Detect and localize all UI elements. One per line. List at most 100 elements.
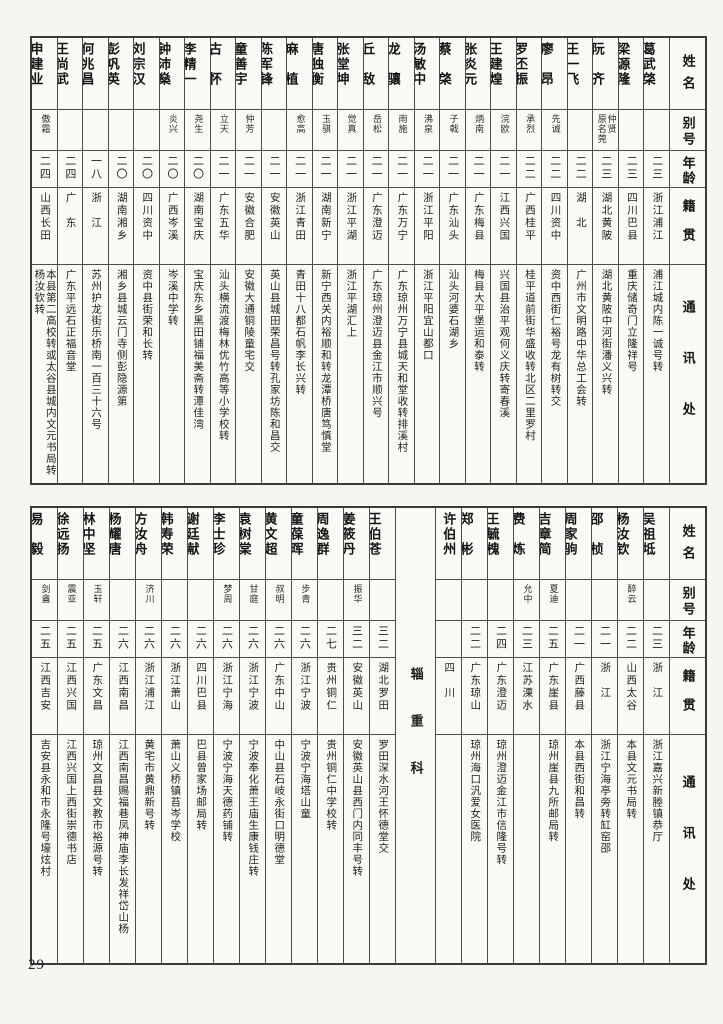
person-age: 二二 xyxy=(468,625,481,651)
person-column: 蔡 棨 子戟 二一 广东汕头 汕头河婆石湖乡 xyxy=(439,38,465,483)
person-name: 唐独衡 xyxy=(312,42,325,87)
person-native: 浙 江 xyxy=(90,192,102,230)
person-name: 丘 敌 xyxy=(363,42,376,87)
person-native: 四川巴县 xyxy=(195,662,207,712)
person-age: 二〇 xyxy=(191,155,204,181)
person-age: 二三 xyxy=(520,625,533,651)
person-alias: 先诚 xyxy=(550,114,561,134)
person-age: 三二 xyxy=(376,625,389,651)
person-native: 江苏溧水 xyxy=(521,662,533,712)
person-age: 二六 xyxy=(298,625,311,651)
person-age: 二〇 xyxy=(165,155,178,181)
person-native: 湖北罗田 xyxy=(377,662,389,712)
header-column: 姓名 别号 年龄 籍贯 通讯处 xyxy=(669,38,705,483)
person-alias: 夏迪 xyxy=(548,584,559,604)
person-column: 谢廷献 二六 四川巴县 巴县曾家场邮局转 xyxy=(187,508,213,963)
person-address: 吉安县永和市永隆号壕炫村 xyxy=(39,739,51,877)
person-column: 周家驹 二一 广西藤县 本县西街和昌转 xyxy=(565,508,591,963)
person-address: 琼州海口汎爱女医院 xyxy=(469,739,481,843)
person-age: 二六 xyxy=(116,625,129,651)
person-column: 杨汝钦 醉云 二二 山西太谷 本县文元书局转 xyxy=(617,508,643,963)
person-column: 申建业 傲霜 二四 山西长田 本县第二高校转或太谷县城内文元书局转 杨汝钦转 xyxy=(32,38,57,483)
person-alias: 炳南 xyxy=(474,114,485,134)
person-address: 贵州铜仁中学校转 xyxy=(325,739,337,831)
person-age: 二一 xyxy=(370,155,383,181)
person-column: 林中坚 玉轩 二五 广东文昌 琼州文昌县文教市裕源号转 xyxy=(83,508,109,963)
person-name: 葛武棨 xyxy=(644,42,656,87)
person-age: 二一 xyxy=(446,155,459,181)
person-name: 杨汝钦 xyxy=(618,512,630,557)
person-native: 广东中山 xyxy=(273,662,285,712)
person-name: 姜筱丹 xyxy=(344,512,356,557)
person-native: 浙 江 xyxy=(599,662,611,700)
person-age: 二四 xyxy=(494,625,507,651)
person-alias: 震亚 xyxy=(66,584,77,604)
person-native: 浙江宁波 xyxy=(299,662,311,712)
person-address: 重庆储奇门立隆祥号 xyxy=(626,269,637,373)
person-alias: 立天 xyxy=(218,114,229,134)
person-name: 费 炼 xyxy=(514,512,526,557)
person-name: 王毓槐 xyxy=(488,512,500,557)
person-name: 郑 彬 xyxy=(462,512,474,557)
header-label-native: 籍贯 xyxy=(680,669,696,727)
person-column: 梁源隆 二三 四川巴县 重庆储奇门立隆祥号 xyxy=(617,38,644,483)
header-label-name: 姓名 xyxy=(680,53,696,98)
person-age: 二五 xyxy=(38,625,51,651)
person-column: 杨耀唐 二六 江西南昌 江西南昌赐福巷凤神庙李长发祥岱山杨 xyxy=(109,508,135,963)
person-name: 吉章简 xyxy=(540,512,552,557)
person-address: 青田十八都石帆李长兴转 xyxy=(294,269,306,396)
person-native: 四 川 xyxy=(443,662,455,700)
person-age: 二四 xyxy=(38,155,51,181)
person-age: 二六 xyxy=(194,625,207,651)
person-alias: 尧生 xyxy=(193,114,204,134)
person-age: 二二 xyxy=(523,155,536,181)
person-name: 彭巩英 xyxy=(108,42,120,87)
person-address: 汕头横流渡梅林优竹高等小学校转 xyxy=(217,269,229,442)
person-address: 广东琼州澄迈县金江市顺兴号 xyxy=(370,269,382,419)
person-address: 安徽英山县西门内同丰号转 xyxy=(351,739,363,877)
person-column: 王建煌 浣欧 二一 江西兴国 兴国县治平观何义庆转寄春溪 xyxy=(490,38,516,483)
person-native: 安徽英山 xyxy=(268,192,280,242)
person-address: 琼州澄迈金江市信隆号转 xyxy=(495,739,507,866)
person-age: 二一 xyxy=(395,155,408,181)
person-address: 浙江平湖汇上 xyxy=(345,269,357,338)
header-label-address: 通讯处 xyxy=(680,299,696,453)
person-name: 王伯苍 xyxy=(370,512,382,557)
person-column: 阮 齐 仲贤 原名莞 二三 湖北黄陂 湖北黄陂中河街潘义兴转 xyxy=(592,38,618,483)
person-address: 浙江宁海亭旁转缸窑邵 xyxy=(599,739,611,854)
person-native: 广西桂平 xyxy=(523,192,535,242)
person-alias: 雨施 xyxy=(397,114,408,134)
person-age: 二一 xyxy=(497,155,510,181)
person-age: 二一 xyxy=(598,625,611,651)
person-address: 琼州文昌县文教市裕源号转 xyxy=(91,739,103,877)
person-age: 一八 xyxy=(89,155,102,181)
person-name: 陈军锋 xyxy=(261,42,274,87)
person-name: 许伯州 xyxy=(441,512,457,557)
person-address: 宁波奉化萧王庙生康钱庄转 xyxy=(247,739,259,877)
header-label-age: 年龄 xyxy=(680,156,696,186)
person-column: 廖 昂 先诚 二二 四川资中 资中西街仁裕号龙有树转交 xyxy=(541,38,567,483)
person-address: 苏州护龙街乐桥南一百三十六号 xyxy=(90,269,102,430)
person-alias: 子戟 xyxy=(448,114,459,134)
person-column: 王伯苍 三二 湖北罗田 罗田深水河王怀德堂交 xyxy=(369,508,395,963)
person-address: 浙江平阳宜山都口 xyxy=(421,269,433,361)
person-name: 方汝舟 xyxy=(136,512,148,557)
person-name: 邵 桢 xyxy=(592,512,604,557)
person-age: 二〇 xyxy=(140,155,153,181)
person-native: 浙江浦江 xyxy=(143,662,155,712)
person-native: 安徽英山 xyxy=(351,662,363,712)
person-alias: 傲霜 xyxy=(40,114,51,134)
person-column: 郑 彬 二二 广东琼山 琼州海口汎爱女医院 xyxy=(461,508,487,963)
person-name: 韩寿荣 xyxy=(162,512,174,557)
person-alias: 炎兴 xyxy=(167,114,178,134)
person-native: 广西藤县 xyxy=(573,662,585,712)
person-alias: 振华 xyxy=(352,584,363,604)
person-address: 桂平道前街华盛收转北区二里罗村 xyxy=(523,269,535,442)
person-address: 萧山义桥镇苔岑学校 xyxy=(169,739,181,843)
person-column: 童葆晖 步青 二六 浙江宁波 宁波宁海塔山童 xyxy=(291,508,317,963)
person-native: 浙江浦江 xyxy=(651,192,663,242)
person-column: 邵 桢 二一 浙 江 浙江宁海亭旁转缸窑邵 xyxy=(591,508,617,963)
person-column: 麻 植 愈高 二一 浙江青田 青田十八都石帆李长兴转 xyxy=(286,38,312,483)
person-address: 本县第二高校转或太谷县城内文元书局转 杨汝钦转 xyxy=(33,269,56,476)
person-native: 浙江平湖 xyxy=(345,192,357,242)
